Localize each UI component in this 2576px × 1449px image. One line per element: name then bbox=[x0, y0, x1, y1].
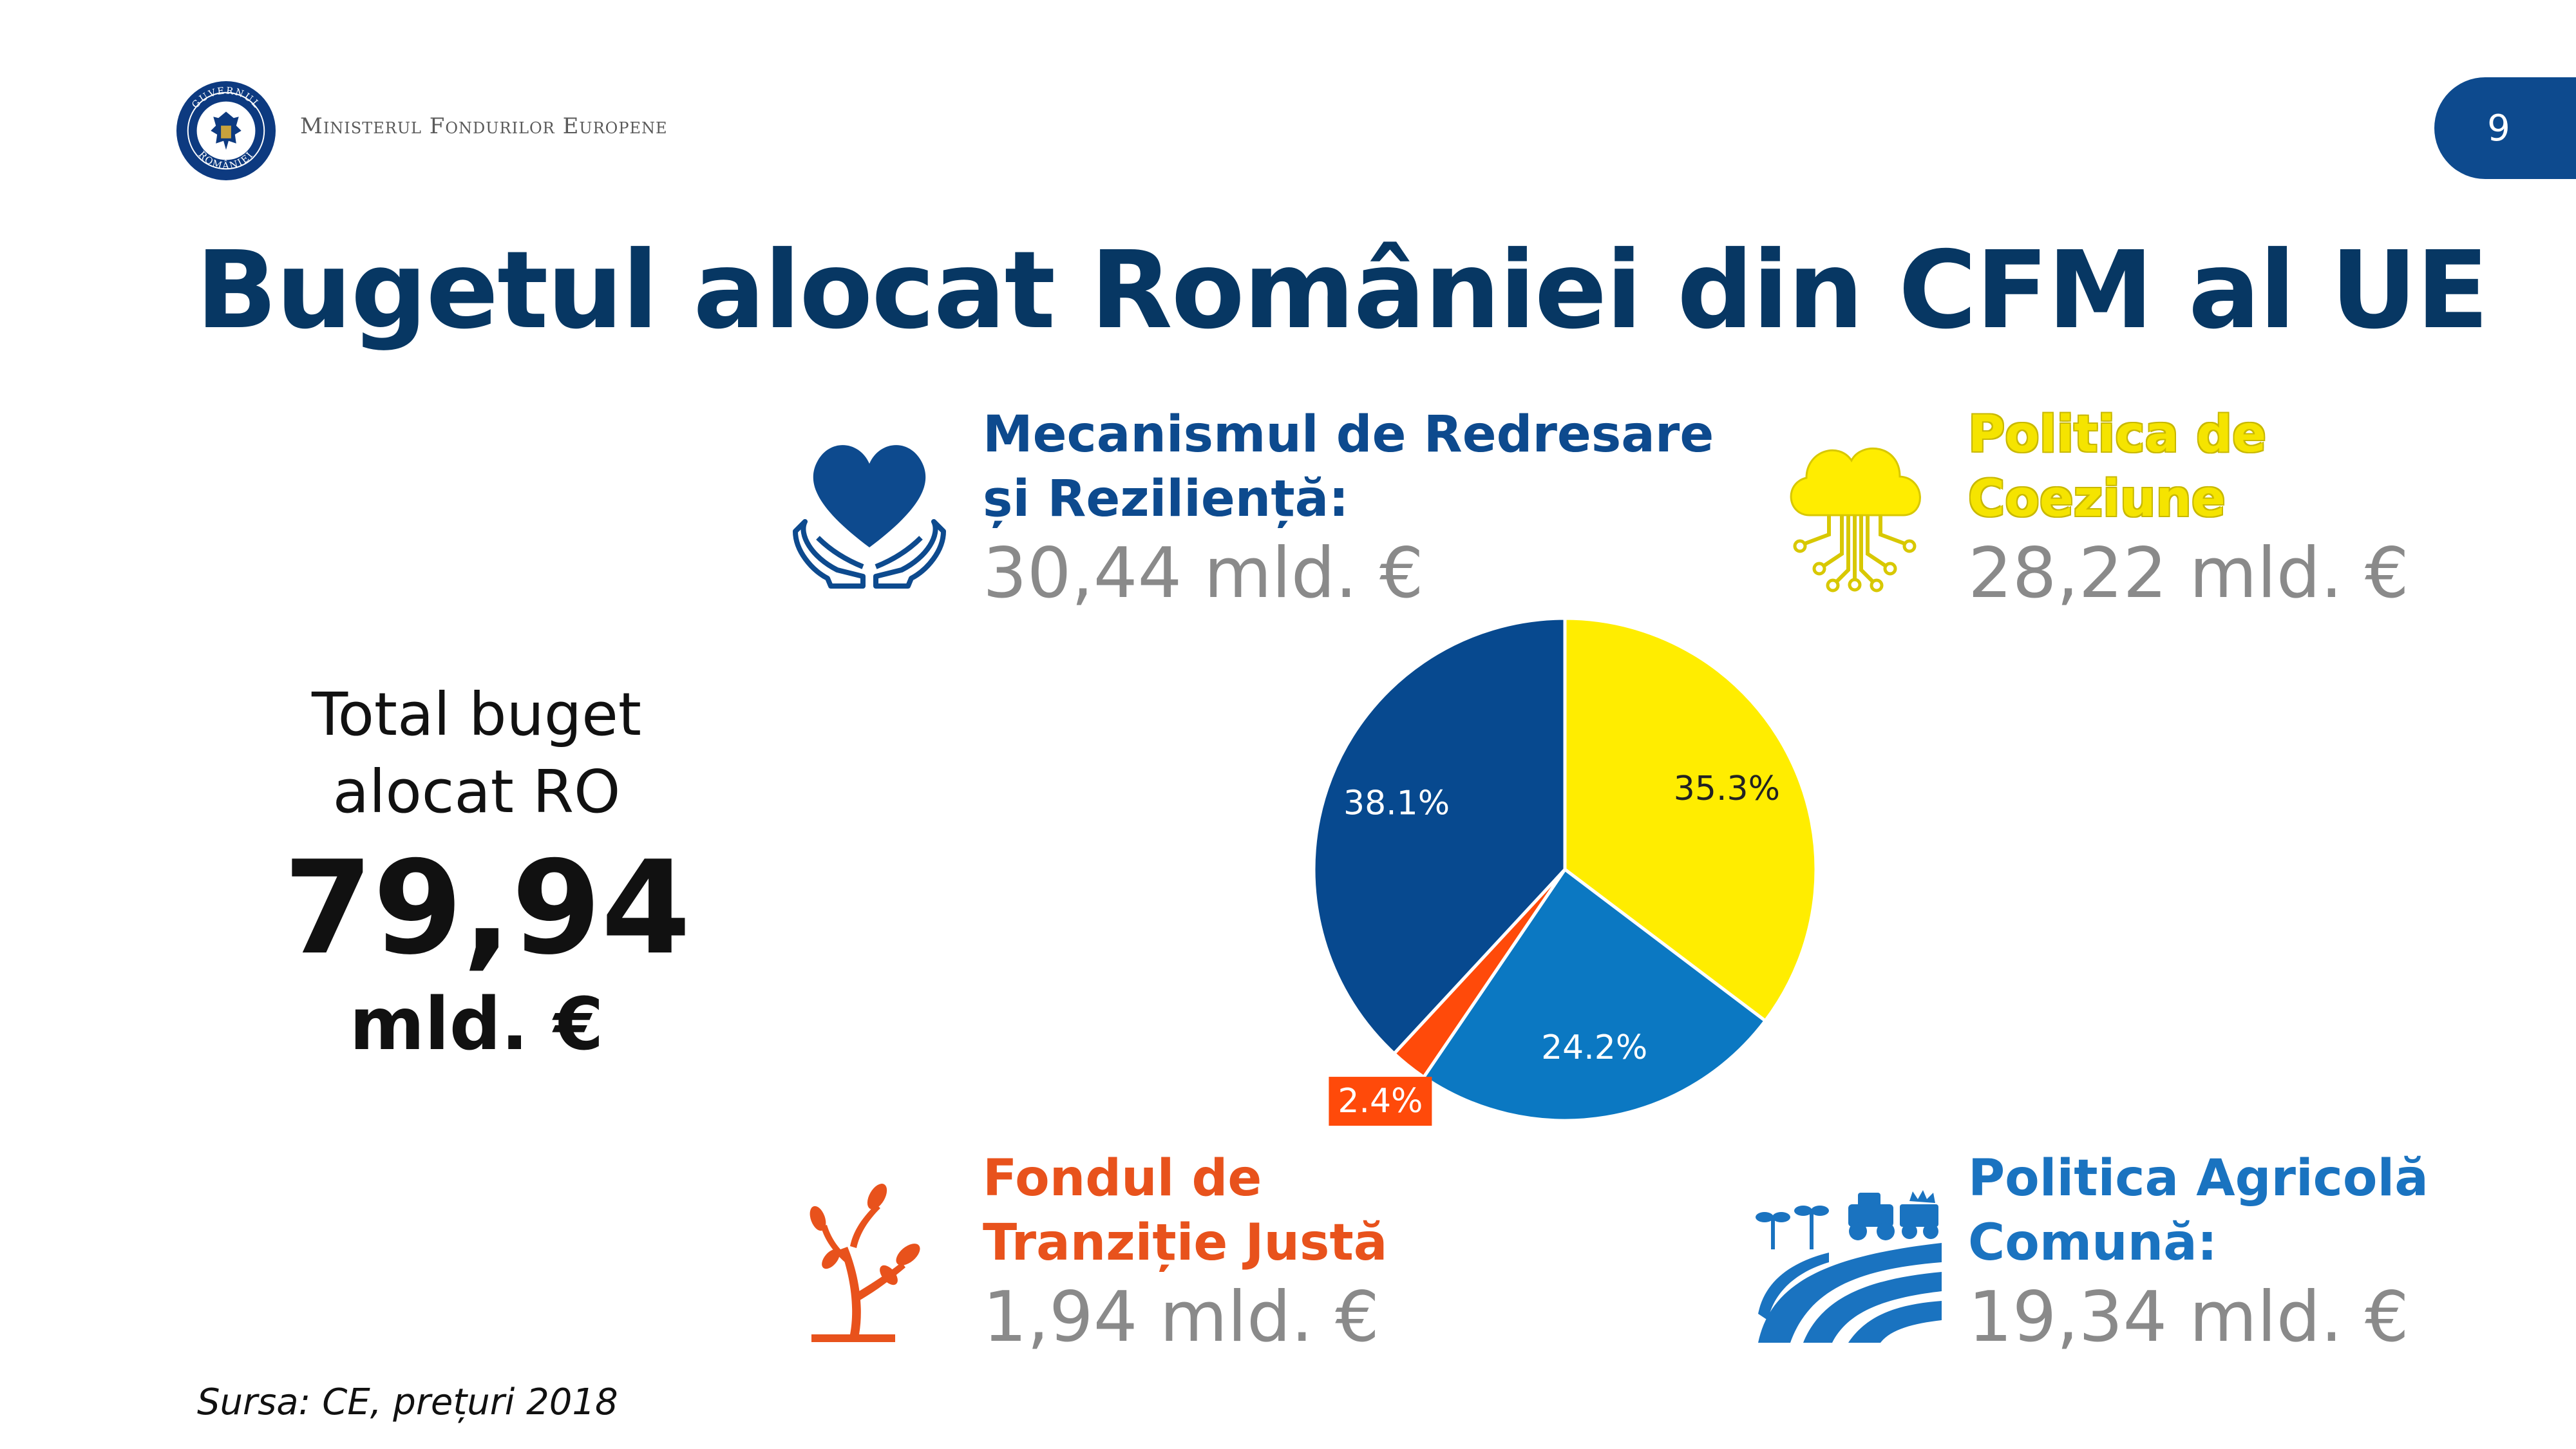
category-label: Politica de Coeziune bbox=[1968, 406, 2267, 528]
pie-data-label: 35.3% bbox=[1674, 770, 1780, 808]
heart-in-hands-icon bbox=[793, 445, 946, 589]
category-amount: 19,34 mld. € bbox=[1968, 1277, 2409, 1358]
page-number-badge: 9 bbox=[2434, 77, 2576, 179]
category-jtf: Fondul de Tranziție Justă 1,94 mld. € bbox=[983, 1146, 1387, 1356]
category-cap: Politica Agricolă Comună: 19,34 mld. € bbox=[1968, 1146, 2429, 1356]
government-seal-logo: GUVERNUL ROMÂNIEI bbox=[176, 80, 276, 181]
cloud-circuit-icon bbox=[1790, 447, 1921, 592]
pie-data-label: 38.1% bbox=[1343, 784, 1450, 822]
total-value: 79,94 bbox=[283, 833, 691, 983]
total-budget-block: Total buget alocat RO 79,94 mld. € bbox=[283, 676, 691, 1066]
category-label: Fondul de Tranziție Justă bbox=[983, 1150, 1388, 1272]
slide-title: Bugetul alocat României din CFM al UE bbox=[196, 229, 2489, 353]
sprout-tree-icon bbox=[810, 1184, 920, 1342]
pie-slice bbox=[1312, 616, 1567, 1056]
source-note: Sursa: CE, prețuri 2018 bbox=[197, 1381, 618, 1423]
pie-data-label: 24.2% bbox=[1541, 1028, 1647, 1067]
category-amount: 28,22 mld. € bbox=[1968, 533, 2409, 614]
total-unit: mld. € bbox=[349, 983, 604, 1066]
total-label: Total buget alocat RO bbox=[312, 680, 641, 826]
category-label: Politica Agricolă Comună: bbox=[1968, 1150, 2429, 1272]
category-amount: 30,44 mld. € bbox=[983, 533, 1424, 614]
tractor-field-icon bbox=[1756, 1190, 1942, 1343]
page-number: 9 bbox=[2487, 107, 2510, 149]
pie-label-background bbox=[1329, 1077, 1432, 1126]
category-label: Mecanismul de Redresare și Reziliență: bbox=[983, 406, 1714, 528]
category-rrf: Mecanismul de Redresare și Reziliență: 3… bbox=[983, 402, 1714, 612]
budget-pie-chart: 35.3% 24.2% 2.4% 38.1% bbox=[1312, 616, 1818, 1126]
pie-data-label: 2.4% bbox=[1338, 1082, 1423, 1121]
category-cohesion: Politica de Coeziune 28,22 mld. € bbox=[1968, 402, 2409, 612]
pie-slice bbox=[1563, 616, 1818, 1023]
category-amount: 1,94 mld. € bbox=[983, 1277, 1379, 1358]
ministry-name: Ministerul Fondurilor Europene bbox=[300, 113, 668, 139]
pie-slice bbox=[1421, 867, 1768, 1122]
